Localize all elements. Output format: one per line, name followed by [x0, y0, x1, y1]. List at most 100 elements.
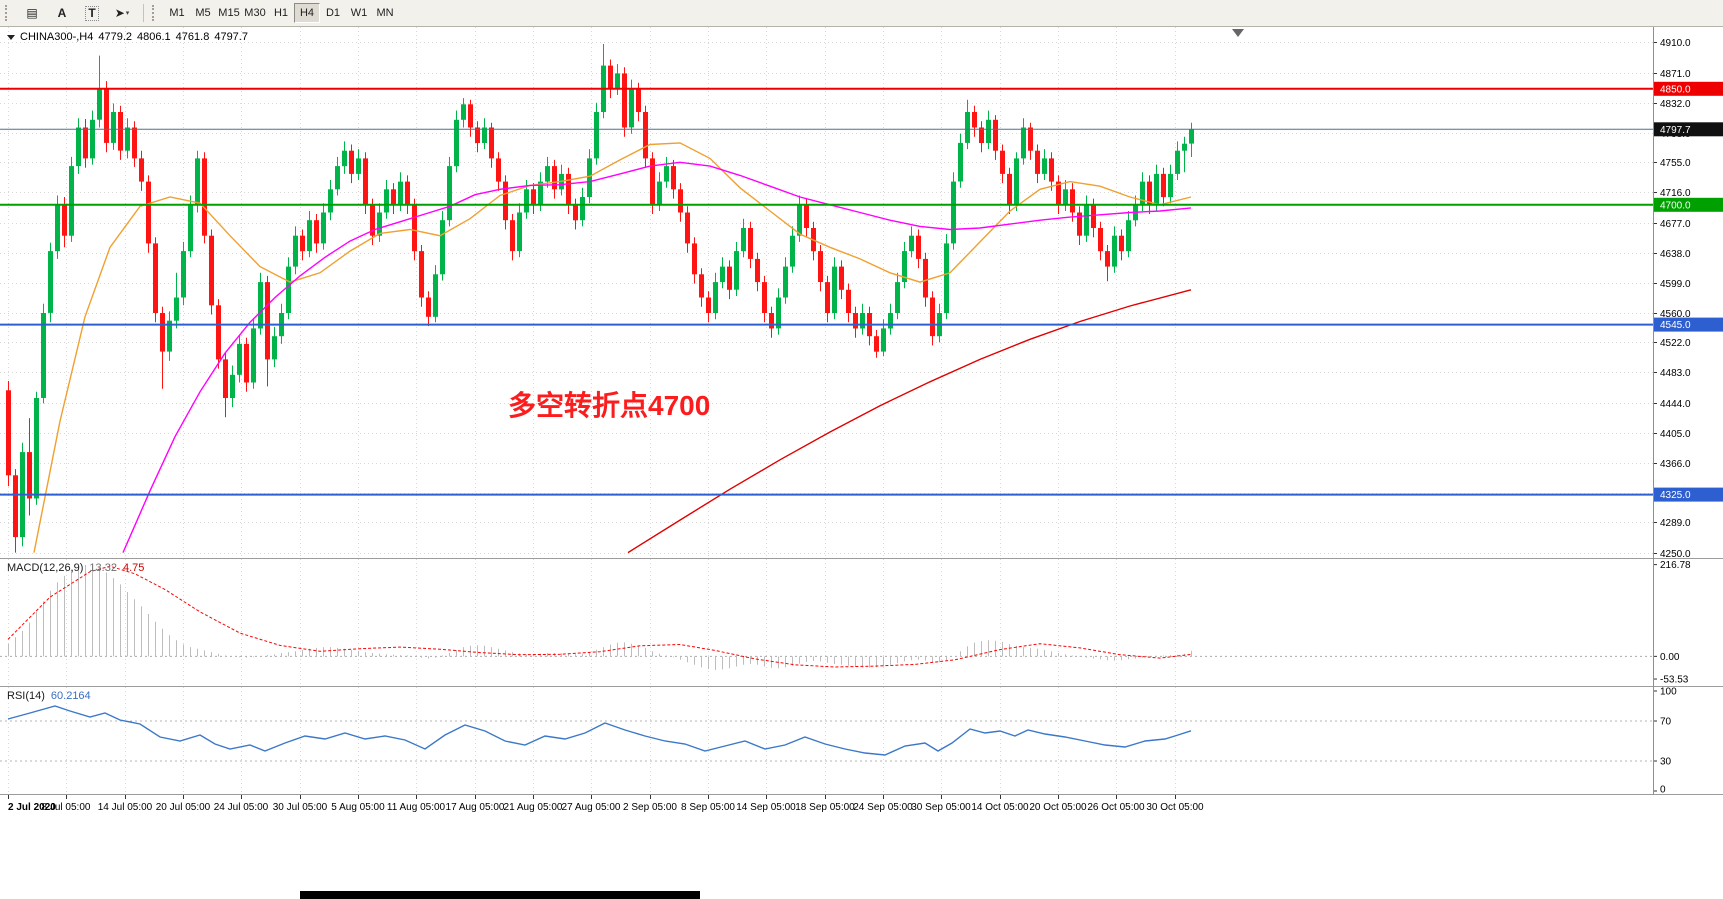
timeframe-h1[interactable]: H1	[273, 7, 289, 19]
svg-text:4832.0: 4832.0	[1660, 99, 1691, 110]
time-axis-label: 2 Sep 05:00	[623, 802, 677, 813]
time-axis-label: 30 Oct 05:00	[1146, 802, 1204, 813]
price-axis-border	[1653, 27, 1654, 795]
macd-signal-line	[7, 565, 1192, 668]
time-axis-label: 24 Jul 05:00	[214, 802, 269, 813]
time-axis-label: 17 Aug 05:00	[446, 802, 505, 813]
chevron-down-icon: ▾	[125, 10, 130, 17]
bottom-window-fragment	[300, 891, 700, 899]
candles-layer	[6, 44, 1194, 553]
macd-value-signal: 4.75	[122, 562, 145, 574]
time-axis-label: 24 Sep 05:00	[853, 802, 913, 813]
timeframe-m30[interactable]: M30	[244, 7, 266, 19]
svg-text:4483.0: 4483.0	[1660, 368, 1691, 379]
price-tag	[1654, 197, 1723, 212]
time-axis-label: 8 Jul 05:00	[42, 802, 91, 813]
text-label-tool-icon-glyph: A	[57, 6, 67, 20]
time-axis-label: 5 Aug 05:00	[331, 802, 385, 813]
ohlc-close: 4797.7	[214, 31, 248, 43]
chart-annotation: 多空转折点4700	[508, 390, 711, 421]
price-tag	[1654, 122, 1723, 137]
price-tag	[1654, 81, 1723, 96]
main-grid: 4910.04871.04832.04793.04755.04716.04677…	[0, 27, 1691, 560]
svg-text:-53.53: -53.53	[1660, 675, 1689, 686]
charts-tile-icon[interactable]: ▤	[17, 2, 47, 24]
time-axis-label: 20 Oct 05:00	[1029, 802, 1087, 813]
svg-text:4850.0: 4850.0	[1660, 84, 1691, 95]
chart-menu-arrow-icon[interactable]	[7, 34, 15, 40]
ohlc-low: 4761.8	[175, 31, 210, 43]
text-label-tool-icon[interactable]: A	[47, 2, 77, 24]
timeframe-m1[interactable]: M1	[169, 7, 185, 19]
time-axis-label: 11 Aug 05:00	[387, 802, 446, 813]
time-axis-label: 8 Sep 05:00	[681, 802, 735, 813]
macd-value-main: 13.32	[89, 562, 117, 574]
drawing-tools-group: ▤ A T ➤ ▾	[17, 2, 137, 24]
svg-text:4444.0: 4444.0	[1660, 399, 1691, 410]
timeframe-d1[interactable]: D1	[325, 7, 341, 19]
ohlc-open: 4779.2	[98, 31, 133, 43]
rsi-value: 60.2164	[50, 690, 91, 702]
svg-text:4599.0: 4599.0	[1660, 279, 1691, 290]
time-axis-label: 30 Sep 05:00	[911, 802, 971, 813]
svg-text:100: 100	[1660, 687, 1677, 698]
rsi-panel-separator[interactable]	[0, 686, 1723, 687]
arrow-tool-icon[interactable]: ➤ ▾	[107, 2, 137, 24]
price-tag	[1654, 317, 1723, 332]
svg-text:4755.0: 4755.0	[1660, 158, 1691, 169]
svg-text:4677.0: 4677.0	[1660, 219, 1691, 230]
timeframe-m5[interactable]: M5	[195, 7, 211, 19]
time-axis-label: 18 Sep 05:00	[795, 802, 855, 813]
timeframe-w1[interactable]: W1	[350, 7, 368, 19]
main-chart[interactable]: 4910.04871.04832.04793.04755.04716.04677…	[0, 27, 1723, 560]
charts-tile-icon-glyph: ▤	[26, 6, 38, 20]
toolbar-grip[interactable]	[5, 5, 12, 21]
timeframe-buttons-group: M1 M5 M15 M30 H1 H4 D1 W1 MN	[164, 3, 398, 23]
timeframe-m15[interactable]: M15	[218, 7, 240, 19]
time-axis-label: 14 Sep 05:00	[736, 802, 796, 813]
svg-text:4522.0: 4522.0	[1660, 338, 1691, 349]
time-axis-label: 14 Jul 05:00	[98, 802, 153, 813]
text-tool-icon[interactable]: T	[77, 2, 107, 24]
time-axis-label: 30 Jul 05:00	[273, 802, 328, 813]
toolbar-separator	[143, 4, 144, 22]
timeframe-mn[interactable]: MN	[376, 7, 394, 19]
svg-text:70: 70	[1660, 717, 1672, 728]
svg-text:4545.0: 4545.0	[1660, 320, 1691, 331]
svg-text:30: 30	[1660, 757, 1672, 768]
rsi-line	[7, 705, 1192, 756]
timeframe-h4[interactable]: H4	[294, 3, 320, 23]
svg-text:4910.0: 4910.0	[1660, 38, 1691, 49]
svg-text:4325.0: 4325.0	[1660, 490, 1691, 501]
chart-symbol-period: CHINA300-,H4	[20, 31, 94, 43]
ohlc-high: 4806.1	[137, 31, 171, 43]
rsi-name: RSI(14)	[7, 690, 45, 702]
time-axis-label: 27 Aug 05:00	[562, 802, 621, 813]
macd-label: MACD(12,26,9) 13.32 4.75	[7, 562, 144, 574]
timeframe-toolbar-grip[interactable]	[152, 5, 159, 21]
time-axis-label: 2 Jul 2020	[8, 802, 56, 813]
toolbar: ▤ A T ➤ ▾ M1 M5 M15 M30 H1 H4 D1 W1 MN	[0, 0, 1723, 27]
svg-text:4797.7: 4797.7	[1660, 125, 1691, 136]
chart-title: CHINA300-,H4 4779.2 4806.1 4761.8 4797.7	[7, 31, 248, 43]
time-axis-label: 21 Aug 05:00	[504, 802, 563, 813]
ma-slow-line	[627, 289, 1192, 554]
svg-text:4366.0: 4366.0	[1660, 459, 1691, 470]
macd-panel[interactable]: 216.78 0.00 -53.53	[0, 559, 1723, 686]
svg-text:4700.0: 4700.0	[1660, 200, 1691, 211]
rsi-label: RSI(14) 60.2164	[7, 690, 91, 702]
rsi-panel[interactable]: 100 70 30 0	[0, 687, 1723, 794]
macd-histogram	[8, 564, 1192, 670]
svg-text:4560.0: 4560.0	[1660, 309, 1691, 320]
svg-text:4405.0: 4405.0	[1660, 429, 1691, 440]
text-tool-icon-glyph: T	[85, 5, 99, 21]
svg-text:4289.0: 4289.0	[1660, 518, 1691, 529]
svg-text:4871.0: 4871.0	[1660, 69, 1691, 80]
arrow-tool-icon-glyph: ➤	[114, 6, 125, 20]
macd-panel-separator[interactable]	[0, 558, 1723, 559]
chart-shift-marker-icon[interactable]	[1232, 29, 1244, 37]
svg-text:4716.0: 4716.0	[1660, 188, 1691, 199]
svg-text:4638.0: 4638.0	[1660, 249, 1691, 260]
time-axis-label: 14 Oct 05:00	[971, 802, 1029, 813]
